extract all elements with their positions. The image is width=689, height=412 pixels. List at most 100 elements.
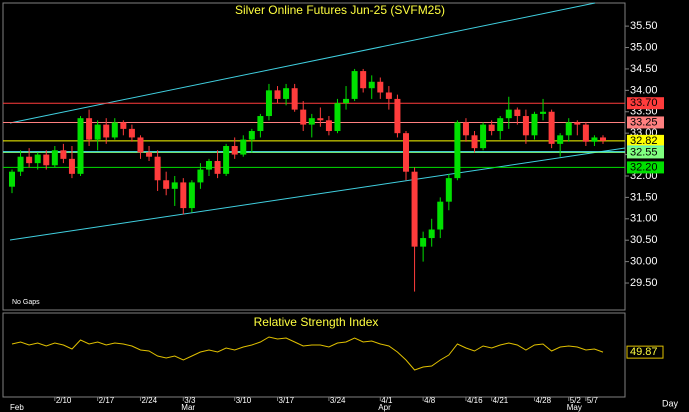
x-tick-label: 5/2 <box>570 396 582 405</box>
rsi-value-box <box>626 345 664 359</box>
y-tick-label: 30.50 <box>630 234 658 246</box>
x-tick-label: 2/24 <box>141 396 157 405</box>
candle-body <box>488 124 495 132</box>
candle-body <box>214 160 221 174</box>
candle-body <box>171 182 178 189</box>
level-label: 33.70 <box>630 97 658 109</box>
rsi-panel <box>2 312 626 398</box>
candle-body <box>411 171 418 247</box>
rsi-line <box>11 336 604 371</box>
candle-body <box>206 160 212 170</box>
candle-body <box>317 118 324 121</box>
candle-body <box>557 135 564 144</box>
candle-body <box>454 122 461 179</box>
candle-body <box>154 156 161 181</box>
candle-body <box>128 128 135 138</box>
price-panel <box>2 2 626 311</box>
level-label-box <box>627 161 664 174</box>
candle-body <box>377 81 384 93</box>
candle-body <box>308 118 315 125</box>
candle-body <box>137 137 144 153</box>
candle-body <box>180 182 187 209</box>
candle-body <box>111 122 118 138</box>
candle-body <box>360 71 367 89</box>
month-label: May <box>567 403 582 412</box>
month-label: Feb <box>10 403 24 412</box>
x-tick-label: 2/17 <box>99 396 115 405</box>
candle-body <box>188 182 195 209</box>
x-tick-label: 4/1 <box>381 396 393 405</box>
candle-body <box>325 120 332 132</box>
candle-body <box>582 124 589 142</box>
y-tick-label: 34.50 <box>630 63 658 75</box>
y-tick-label: 30.00 <box>630 256 658 268</box>
candle-body <box>343 98 350 104</box>
candle-body <box>103 124 110 138</box>
candle-body <box>291 88 298 110</box>
candle-body <box>420 238 427 247</box>
candle-body <box>351 71 358 99</box>
candle-body <box>445 178 452 202</box>
candle-body <box>480 124 487 149</box>
channel-lower <box>9 147 626 241</box>
x-tick-label: 5/7 <box>587 396 599 405</box>
candle-body <box>94 124 101 140</box>
candle-body <box>462 122 469 136</box>
candle-body <box>600 137 606 141</box>
x-tick-label: 4/8 <box>424 396 436 405</box>
level-label-box <box>627 134 664 147</box>
y-tick-label: 31.00 <box>630 213 658 225</box>
candle-body <box>565 122 572 136</box>
candle-body <box>9 171 15 187</box>
candle-body <box>265 90 272 117</box>
x-tick-label: 4/16 <box>467 396 483 405</box>
candle-body <box>163 180 170 189</box>
candle-body <box>86 118 93 140</box>
candle-body <box>591 137 598 142</box>
candle-body <box>334 103 341 132</box>
month-label: Mar <box>181 403 195 412</box>
candle-body <box>300 109 307 125</box>
candle-body <box>257 116 264 132</box>
candle-body <box>497 118 504 132</box>
x-tick-label: 3/17 <box>279 396 295 405</box>
candle-body <box>43 154 50 166</box>
candle-body <box>60 150 67 159</box>
channel-upper <box>9 2 596 124</box>
x-tick-label: 4/21 <box>493 396 509 405</box>
y-tick-label: 31.50 <box>630 191 658 203</box>
candle-body <box>394 98 401 134</box>
level-label-box <box>627 146 664 159</box>
x-tick-label: 3/10 <box>236 396 252 405</box>
candle-body <box>505 109 512 119</box>
x-tick-label: 4/28 <box>535 396 551 405</box>
candle-body <box>283 88 290 99</box>
candle-body <box>26 156 33 164</box>
candle-body <box>197 169 204 183</box>
candle-body <box>471 135 478 149</box>
level-label-box <box>627 116 664 129</box>
candle-body <box>274 90 281 99</box>
y-tick-label: 34.00 <box>630 84 658 96</box>
candle-body <box>548 111 555 144</box>
y-tick-label: 29.50 <box>630 277 658 289</box>
level-label: 32.55 <box>630 146 658 158</box>
y-tick-label: 35.50 <box>630 20 658 32</box>
level-label: 32.20 <box>630 161 658 173</box>
candle-body <box>51 150 58 166</box>
candle-body <box>522 116 529 136</box>
candle-body <box>68 158 75 174</box>
month-label: Apr <box>378 403 391 412</box>
rsi-title: Relative Strength Index <box>254 315 379 329</box>
candle-body <box>403 133 409 172</box>
candle-body <box>231 146 238 155</box>
rsi-value-label: 49.87 <box>630 346 658 358</box>
x-tick-label: 2/10 <box>56 396 72 405</box>
candle-body <box>437 201 444 230</box>
candle-body <box>428 229 435 239</box>
level-label: 32.82 <box>630 135 658 147</box>
candle-body <box>240 139 247 155</box>
candle-body <box>146 152 153 157</box>
x-tick-label: 3/24 <box>330 396 346 405</box>
candle-body <box>385 92 392 99</box>
